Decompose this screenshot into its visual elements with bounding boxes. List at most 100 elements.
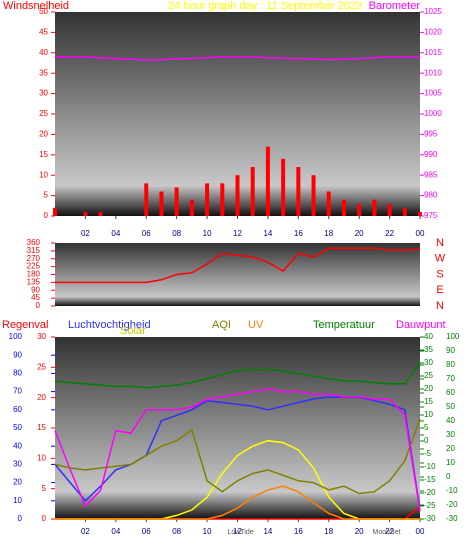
y-tick-label: 30 — [39, 89, 48, 98]
y-tick-label: 35 — [39, 68, 48, 77]
legend-label: Dauwpunt — [396, 319, 446, 331]
bar — [53, 207, 57, 216]
y-tick-label: 975 — [424, 211, 438, 220]
y-tick-label: 995 — [424, 130, 438, 139]
y-tick-label: 360 — [27, 238, 41, 247]
y-tick-label: 60 — [13, 405, 22, 414]
y-tick-label: 1015 — [424, 48, 442, 57]
bar — [83, 211, 88, 216]
y-tick-label: 35 — [424, 345, 433, 354]
x-tick-label: 14 — [263, 229, 272, 238]
bar — [189, 199, 194, 216]
plot-area — [55, 337, 420, 519]
compass-label: N — [436, 237, 444, 249]
y-tick-label: 20 — [13, 478, 22, 487]
y-tick-label: 25 — [37, 362, 46, 371]
y-tick-label: 270 — [27, 254, 41, 263]
x-tick-label: 02 — [81, 229, 90, 238]
y-tick-label: 180 — [27, 270, 41, 279]
x-tick-label: 16 — [294, 229, 303, 238]
y-tick-label: 1025 — [424, 7, 442, 16]
x-tick-label: 12 — [233, 229, 242, 238]
x-tick-label: 14 — [263, 527, 272, 536]
y-tick-label: 15 — [424, 397, 433, 406]
bar — [387, 203, 392, 216]
x-tick-label: 06 — [142, 527, 151, 536]
y-tick-label: 30 — [37, 332, 46, 341]
y-tick-label: -20 — [424, 488, 436, 497]
compass-label: W — [435, 253, 446, 265]
bar — [174, 187, 179, 216]
y-tick-label: -5 — [424, 449, 432, 458]
y-tick-label: 80 — [13, 369, 22, 378]
y-tick-label: 10 — [446, 458, 455, 467]
y-tick-label: 1010 — [424, 68, 442, 77]
legend-label: UV — [248, 319, 264, 331]
x-tick-label: 00 — [416, 229, 425, 238]
x-tick-label: 08 — [172, 527, 181, 536]
x-tick-label: 22 — [385, 229, 394, 238]
legend-label: Luchtvochtigheid — [68, 319, 151, 331]
y-tick-label: 20 — [424, 384, 433, 393]
y-tick-label: 1005 — [424, 89, 442, 98]
x-tick-label: 12 — [233, 527, 242, 536]
bar — [220, 183, 225, 216]
y-tick-label: 90 — [446, 346, 455, 355]
y-tick-label: 15 — [39, 150, 48, 159]
y-tick-label: 70 — [446, 374, 455, 383]
series-line — [55, 56, 421, 61]
y-tick-label: 0 — [18, 514, 23, 523]
x-tick-label: 10 — [203, 527, 212, 536]
chart-title: 24 hour graph day : 11 September 2023 — [168, 0, 362, 12]
y-tick-label: 80 — [446, 360, 455, 369]
bar — [98, 211, 103, 216]
bar — [296, 167, 301, 216]
y-tick-label: 315 — [27, 246, 41, 255]
y-tick-label: 100 — [9, 332, 23, 341]
bar — [235, 175, 240, 216]
bar — [357, 203, 362, 216]
legend-label: Windsnelheid — [3, 0, 69, 12]
y-tick-label: 5 — [42, 484, 47, 493]
y-tick-label: -30 — [446, 514, 458, 523]
y-tick-label: 50 — [446, 402, 455, 411]
y-tick-label: 225 — [27, 262, 41, 271]
series-line — [55, 485, 420, 520]
y-tick-label: -25 — [424, 501, 436, 510]
bar — [265, 146, 270, 216]
y-tick-label: 20 — [39, 130, 48, 139]
y-tick-label: -30 — [424, 514, 436, 523]
y-tick-label: 1000 — [424, 109, 442, 118]
legend-label: AQI — [212, 319, 231, 331]
annotation: LowTide — [227, 529, 253, 536]
series-line — [55, 247, 421, 284]
y-tick-label: 25 — [424, 371, 433, 380]
y-tick-label: 50 — [13, 423, 22, 432]
y-tick-label: 50 — [39, 7, 48, 16]
y-tick-label: -20 — [446, 500, 458, 509]
y-tick-label: 45 — [39, 28, 48, 37]
legend-label: Regenval — [2, 319, 48, 331]
bar — [418, 211, 422, 216]
y-tick-label: -15 — [424, 475, 436, 484]
bar — [402, 207, 407, 216]
bar — [326, 191, 331, 216]
y-tick-label: 20 — [446, 444, 455, 453]
compass-label: E — [436, 284, 443, 296]
y-tick-label: 10 — [39, 170, 48, 179]
y-tick-label: 45 — [31, 293, 40, 302]
y-tick-label: 30 — [424, 358, 433, 367]
bar — [144, 183, 149, 216]
y-tick-label: 90 — [31, 285, 40, 294]
y-tick-label: 40 — [446, 416, 455, 425]
x-tick-label: 22 — [385, 527, 394, 536]
bar — [311, 175, 316, 216]
series-line — [54, 388, 421, 512]
x-tick-label: 06 — [142, 229, 151, 238]
series-line — [54, 418, 421, 495]
y-tick-label: 40 — [424, 332, 433, 341]
y-tick-label: -10 — [446, 486, 458, 495]
x-tick-label: 20 — [355, 229, 364, 238]
y-tick-label: 990 — [424, 150, 438, 159]
